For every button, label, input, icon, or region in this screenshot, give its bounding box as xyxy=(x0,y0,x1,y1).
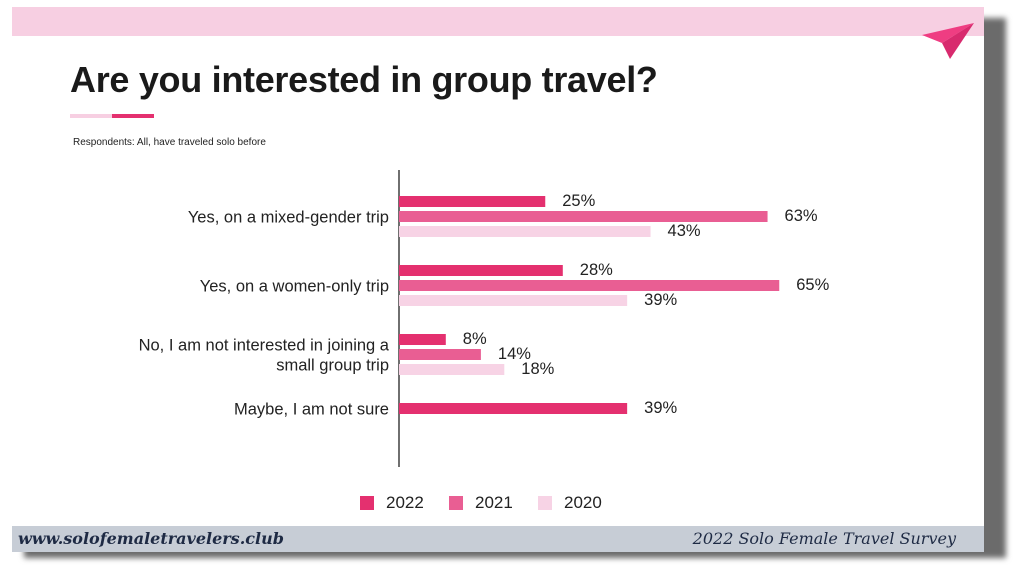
website-link[interactable]: www.solofemaletravelers.club xyxy=(18,529,284,548)
data-label: 8% xyxy=(463,330,487,348)
legend-label: 2021 xyxy=(475,493,513,512)
data-label: 39% xyxy=(644,399,677,417)
page-title: Are you interested in group travel? xyxy=(70,59,658,100)
data-label: 25% xyxy=(562,192,595,210)
survey-name: 2022 Solo Female Travel Survey xyxy=(692,529,956,548)
legend-swatch-2020 xyxy=(538,496,552,510)
category-label: Yes, on a women-only trip xyxy=(200,278,389,296)
bar-2020 xyxy=(399,364,505,375)
respondents-note: Respondents: All, have traveled solo bef… xyxy=(73,137,266,148)
paper-plane-icon xyxy=(922,23,974,59)
bar-2021 xyxy=(399,211,768,222)
data-label: 28% xyxy=(580,261,613,279)
bar-2020 xyxy=(399,226,651,237)
data-label: 43% xyxy=(668,222,701,240)
legend-label: 2022 xyxy=(386,493,424,512)
bar-2022 xyxy=(399,403,628,414)
bar-2022 xyxy=(399,265,563,276)
category-label: small group trip xyxy=(276,357,389,375)
bar-2021 xyxy=(399,349,481,360)
category-label: No, I am not interested in joining a xyxy=(139,337,390,355)
legend-swatch-2022 xyxy=(360,496,374,510)
bar-chart: Yes, on a mixed-gender trip 25% 63% 43% Yes,… xyxy=(139,170,830,512)
data-label: 63% xyxy=(785,207,818,225)
bar-2022 xyxy=(399,196,546,207)
category-label: Yes, on a mixed-gender trip xyxy=(188,209,389,227)
legend-swatch-2021 xyxy=(449,496,463,510)
data-label: 14% xyxy=(498,345,531,363)
bar-2021 xyxy=(399,280,780,291)
data-label: 65% xyxy=(796,276,829,294)
slide: Are you interested in group travel? Resp… xyxy=(12,7,984,552)
bar-2020 xyxy=(399,295,628,306)
data-label: 18% xyxy=(521,360,554,378)
bar-2022 xyxy=(399,334,446,345)
data-label: 39% xyxy=(644,291,677,309)
footer-band: www.solofemaletravelers.club 2022 Solo F… xyxy=(12,526,984,552)
legend-label: 2020 xyxy=(564,493,602,512)
title-accent-dark xyxy=(112,114,154,118)
title-accent-light xyxy=(70,114,112,118)
top-band xyxy=(12,7,984,36)
category-label: Maybe, I am not sure xyxy=(234,401,389,419)
